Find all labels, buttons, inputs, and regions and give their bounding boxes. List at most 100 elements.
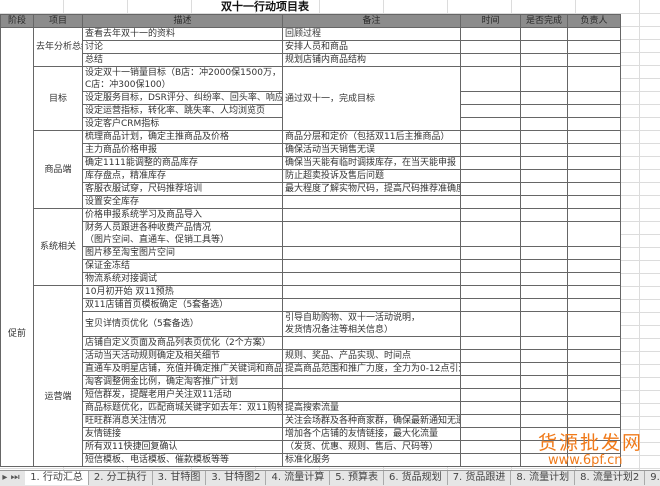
done-cell[interactable] (520, 375, 568, 389)
done-cell[interactable] (520, 388, 568, 402)
owner-cell[interactable] (567, 91, 621, 105)
column-header[interactable]: 项目 (33, 14, 83, 28)
time-cell[interactable] (460, 143, 521, 157)
owner-cell[interactable] (567, 285, 621, 299)
time-cell[interactable] (460, 375, 521, 389)
project-cell[interactable]: 系统相关 (33, 208, 83, 286)
time-cell[interactable] (460, 117, 521, 131)
owner-cell[interactable] (567, 298, 621, 312)
time-cell[interactable] (460, 414, 521, 428)
done-cell[interactable] (520, 259, 568, 273)
time-cell[interactable] (460, 221, 521, 247)
description-cell[interactable]: 库存盘点，精准库存 (82, 169, 283, 183)
note-cell[interactable]: 提高商品范围和推广力度，全力为0-12点引流 (282, 362, 461, 376)
sheet-tab[interactable]: 5. 预算表 (330, 471, 384, 485)
owner-cell[interactable] (567, 117, 621, 131)
done-cell[interactable] (520, 169, 568, 183)
owner-cell[interactable] (567, 195, 621, 209)
time-cell[interactable] (460, 440, 521, 454)
time-cell[interactable] (460, 156, 521, 170)
sheet-tab[interactable]: 1. 行动汇总 (25, 471, 89, 485)
time-cell[interactable] (460, 27, 521, 41)
description-cell[interactable]: 宝贝详情页优化（5套备选） (82, 311, 283, 337)
owner-cell[interactable] (567, 311, 621, 337)
note-cell[interactable] (282, 375, 461, 389)
description-cell[interactable]: 设定服务目标，DSR评分、纠纷率、回头率、响应率 (82, 91, 283, 105)
owner-cell[interactable] (567, 221, 621, 247)
sheet-tab[interactable]: 6. 货品规划 (384, 471, 448, 485)
done-cell[interactable] (520, 182, 568, 196)
owner-cell[interactable] (567, 401, 621, 415)
done-cell[interactable] (520, 143, 568, 157)
time-cell[interactable] (460, 453, 521, 467)
time-cell[interactable] (460, 298, 521, 312)
note-cell[interactable]: 通过双十一，完成目标 (282, 66, 461, 131)
note-cell[interactable]: 增加各个店铺的友情链接，最大化流量 (282, 427, 461, 441)
owner-cell[interactable] (567, 349, 621, 363)
owner-cell[interactable] (567, 272, 621, 286)
done-cell[interactable] (520, 272, 568, 286)
owner-cell[interactable] (567, 130, 621, 144)
column-header[interactable]: 阶段 (0, 14, 34, 28)
description-cell[interactable]: 店铺自定义页面及商品列表页优化（2个方案） (82, 336, 283, 350)
owner-cell[interactable] (567, 414, 621, 428)
time-cell[interactable] (460, 246, 521, 260)
time-cell[interactable] (460, 104, 521, 118)
description-cell[interactable]: 双11店铺首页模板确定（5套备选） (82, 298, 283, 312)
description-cell[interactable]: 设定运营指标，转化率、跳失率、人均浏览页 (82, 104, 283, 118)
note-cell[interactable]: 提高搜索流量 (282, 401, 461, 415)
done-cell[interactable] (520, 311, 568, 337)
description-cell[interactable]: 客服衣服试穿，尺码推荐培训 (82, 182, 283, 196)
done-cell[interactable] (520, 362, 568, 376)
column-header[interactable]: 备注 (282, 14, 461, 28)
time-cell[interactable] (460, 401, 521, 415)
description-cell[interactable]: 商品标题优化，匹配商城关键字如去年：双11购物狂欢节 (82, 401, 283, 415)
time-cell[interactable] (460, 169, 521, 183)
description-cell[interactable]: 查看去年双十一的资料 (82, 27, 283, 41)
done-cell[interactable] (520, 401, 568, 415)
description-cell[interactable]: 活动当天活动规则确定及相关细节 (82, 349, 283, 363)
note-cell[interactable]: 商品分层和定价（包括双11后主推商品） (282, 130, 461, 144)
time-cell[interactable] (460, 311, 521, 337)
note-cell[interactable] (282, 246, 461, 260)
owner-cell[interactable] (567, 375, 621, 389)
owner-cell[interactable] (567, 27, 621, 41)
sheet-tab[interactable]: 7. 货品跟进 (448, 471, 512, 485)
description-cell[interactable]: 讨论 (82, 40, 283, 54)
done-cell[interactable] (520, 104, 568, 118)
column-header[interactable]: 负责人 (567, 14, 621, 28)
note-cell[interactable]: 关注会场群及各种商家群，确保最新通知无遗漏 (282, 414, 461, 428)
column-header[interactable]: 时间 (460, 14, 521, 28)
sheet-tab[interactable]: 3. 甘特图2 (206, 471, 267, 485)
done-cell[interactable] (520, 221, 568, 247)
owner-cell[interactable] (567, 388, 621, 402)
column-header[interactable]: 是否完成 (520, 14, 568, 28)
note-cell[interactable]: （发货、优惠、规则、售后、尺码等） (282, 440, 461, 454)
note-cell[interactable]: 规则、奖品、产品实现、时间点 (282, 349, 461, 363)
note-cell[interactable] (282, 388, 461, 402)
time-cell[interactable] (460, 336, 521, 350)
done-cell[interactable] (520, 414, 568, 428)
note-cell[interactable]: 引导自助购物、双十一活动说明， 发货情况备注等相关信息） (282, 311, 461, 337)
time-cell[interactable] (460, 388, 521, 402)
done-cell[interactable] (520, 130, 568, 144)
done-cell[interactable] (520, 298, 568, 312)
description-cell[interactable]: 短信模板、电话模板、催款模板等等 (82, 453, 283, 467)
time-cell[interactable] (460, 195, 521, 209)
note-cell[interactable]: 最大程度了解实物尺码，提高尺码推荐准确度 (282, 182, 461, 196)
description-cell[interactable]: 设定客户CRM指标 (82, 117, 283, 131)
stage-cell[interactable]: 促前 (0, 27, 34, 467)
done-cell[interactable] (520, 27, 568, 41)
owner-cell[interactable] (567, 208, 621, 222)
note-cell[interactable]: 确保当天能有临时调拨库存，在当天能申报 (282, 156, 461, 170)
description-cell[interactable]: 主力商品价格申报 (82, 143, 283, 157)
owner-cell[interactable] (567, 336, 621, 350)
time-cell[interactable] (460, 91, 521, 105)
sheet-tab[interactable]: 9. 素材准备 (645, 471, 660, 485)
sheet-tab[interactable]: 8. 流量计划2 (575, 471, 646, 485)
description-cell[interactable]: 淘客调整佣金比例，确定淘客推广计划 (82, 375, 283, 389)
description-cell[interactable]: 梳理商品计划，确定主推商品及价格 (82, 130, 283, 144)
column-header[interactable]: 描述 (82, 14, 283, 28)
done-cell[interactable] (520, 246, 568, 260)
done-cell[interactable] (520, 40, 568, 54)
